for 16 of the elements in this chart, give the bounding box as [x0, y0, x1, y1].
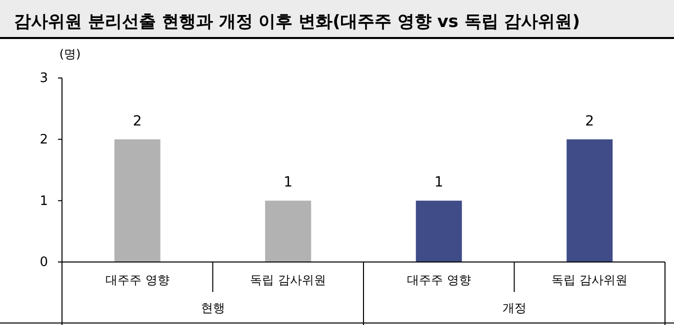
- data-label: 2: [132, 113, 142, 130]
- y-tick-label: 1: [40, 194, 48, 209]
- x-tick-label: 대주주 영향: [105, 273, 170, 287]
- x-tick-label: 독립 감사위원: [250, 273, 326, 287]
- data-label: 1: [434, 174, 444, 191]
- y-tick-label: 2: [40, 132, 48, 148]
- data-label: 2: [585, 113, 594, 130]
- text: 현행: [200, 301, 225, 315]
- x-tick-label: 대주주 영향: [406, 273, 471, 287]
- data-label: 1: [284, 174, 293, 191]
- y-axis-title: (명): [59, 47, 81, 61]
- y-tick-label: 3: [40, 71, 48, 86]
- text: 개정: [502, 301, 526, 315]
- y-tick-label: 0: [40, 255, 48, 270]
- chart-title: 감사위원 분리선출 현행과 개정 이후 변화(대주주 영향 vs 독립 감사위원): [14, 12, 580, 32]
- x-tick-label: 독립 감사위원: [552, 273, 628, 287]
